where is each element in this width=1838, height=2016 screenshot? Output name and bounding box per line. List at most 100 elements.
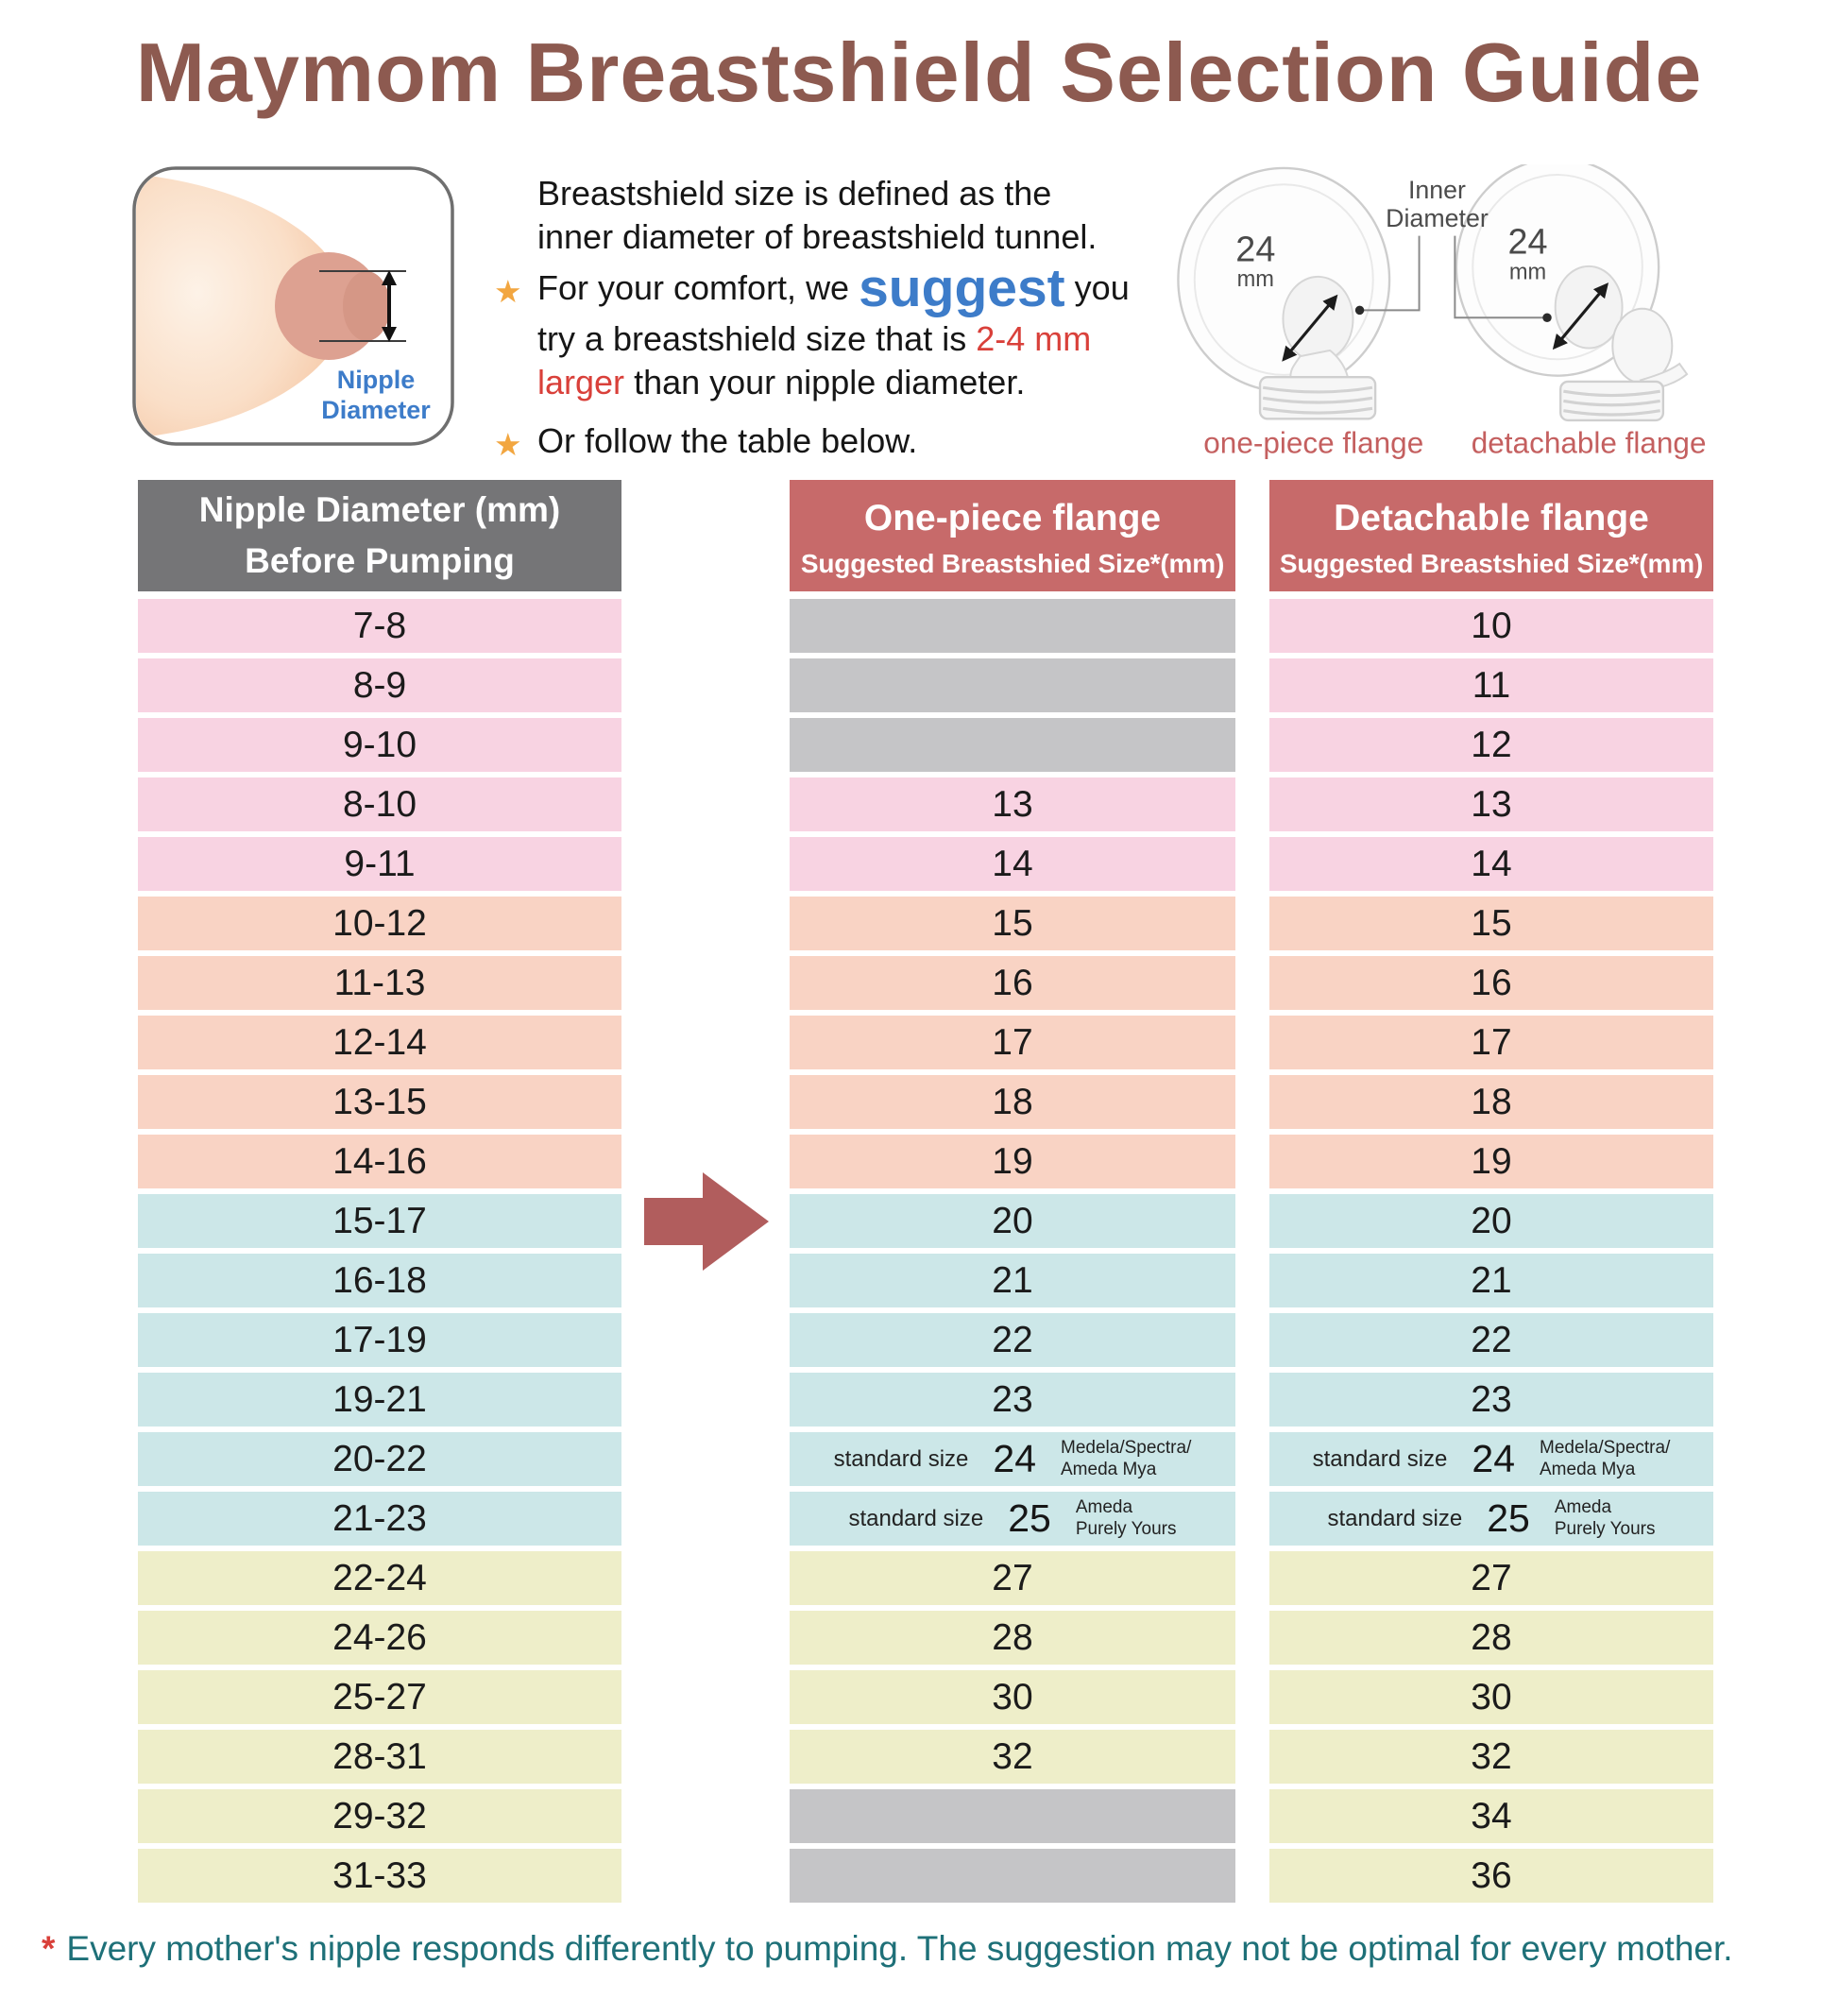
table-row: 20-22 standard size 24 Medela/Spectra/Ameda… <box>138 1432 1838 1486</box>
standard-size-label: standard size <box>1327 1505 1463 1531</box>
suggested-size-cell: 23 <box>1269 1373 1713 1427</box>
size-value: 24 <box>993 1437 1036 1480</box>
header-nipple-diameter: Nipple Diameter (mm) Before Pumping <box>138 480 621 591</box>
svg-text:Diameter: Diameter <box>1386 204 1489 232</box>
nipple-range-cell: 9-11 <box>138 837 621 891</box>
detachable-unit-label: mm <box>1509 260 1546 284</box>
nipple-measure-arrow <box>319 270 406 342</box>
intro-text: Breastshield size is defined as the inne… <box>494 172 1146 463</box>
footnote-text: Every mother's nipple responds different… <box>66 1929 1733 1968</box>
breast-illustration <box>136 174 390 438</box>
empty-cell <box>790 1849 1235 1903</box>
table-row: 14-16 19 19 <box>138 1135 1838 1188</box>
suggested-size-cell: 21 <box>1269 1254 1713 1307</box>
suggested-size-cell: 15 <box>790 897 1235 950</box>
empty-cell <box>790 718 1235 772</box>
standard-size-label: standard size <box>833 1445 969 1472</box>
suggested-size-cell: 10 <box>1269 599 1713 653</box>
suggested-size-cell: 11 <box>1269 658 1713 712</box>
suggested-size-cell: 32 <box>790 1730 1235 1784</box>
table-row: 8-10 13 13 <box>138 777 1838 831</box>
nipple-diameter-label: Nipple <box>337 366 416 394</box>
one-piece-flange-caption: one-piece flange <box>1203 426 1423 460</box>
table-row: 9-10 12 <box>138 718 1838 772</box>
brand-note: Ameda Purely Yours <box>1076 1497 1177 1541</box>
brand-line: Ameda Mya <box>1061 1459 1157 1479</box>
nipple-range-cell: 13-15 <box>138 1075 621 1129</box>
brand-line: Ameda Mya <box>1540 1459 1636 1479</box>
nipple-range-cell: 24-26 <box>138 1611 621 1665</box>
nipple-range-cell: 29-32 <box>138 1789 621 1843</box>
suggested-size-cell: 28 <box>1269 1611 1713 1665</box>
table-row: 10-12 15 15 <box>138 897 1838 950</box>
nipple-diameter-diagram: Nipple Diameter <box>132 166 454 446</box>
arrow-icon <box>644 1171 769 1271</box>
star-icon: ★ <box>494 427 522 462</box>
suggested-size-cell: 19 <box>790 1135 1235 1188</box>
empty-cell <box>790 1789 1235 1843</box>
intro-line: larger than your nipple diameter. <box>537 363 1026 401</box>
nipple-range-cell: 14-16 <box>138 1135 621 1188</box>
table-header-row: Nipple Diameter (mm) Before Pumping One-… <box>138 480 1838 591</box>
svg-text:Inner: Inner <box>1408 176 1466 204</box>
table-row: 8-9 11 <box>138 658 1838 712</box>
nipple-range-cell: 11-13 <box>138 956 621 1010</box>
one-piece-size-label: 24 <box>1235 230 1275 269</box>
suggested-size-cell: 14 <box>1269 837 1713 891</box>
nipple-range-cell: 15-17 <box>138 1194 621 1248</box>
intro-line: inner diameter of breastshield tunnel. <box>537 217 1098 256</box>
header-one-piece-flange: One-piece flange Suggested Breastshied S… <box>790 480 1235 591</box>
suggested-size-cell: standard size 25 Ameda Purely Yours <box>1269 1492 1713 1546</box>
nipple-range-cell: 28-31 <box>138 1730 621 1784</box>
nipple-range-cell: 21-23 <box>138 1492 621 1546</box>
flange-types-diagram: 24 mm 24 mm Inner Diameter <box>1177 164 1706 460</box>
size-value: 25 <box>1008 1496 1051 1540</box>
table-row: 22-24 27 27 <box>138 1551 1838 1605</box>
brand-line: Purely Yours <box>1075 1518 1177 1539</box>
table-row: 28-31 32 32 <box>138 1730 1838 1784</box>
intro-line: Breastshield size is defined as the <box>537 174 1052 213</box>
suggested-size-cell: 18 <box>1269 1075 1713 1129</box>
intro-bullet-1: ★ For your comfort, we suggest you <box>494 259 1146 317</box>
selection-table: Nipple Diameter (mm) Before Pumping One-… <box>138 480 1838 1903</box>
nipple-range-cell: 9-10 <box>138 718 621 772</box>
brand-note: Ameda Purely Yours <box>1555 1497 1656 1541</box>
suggested-size-cell: 20 <box>790 1194 1235 1248</box>
suggested-size-cell: 17 <box>790 1016 1235 1069</box>
table-row: 11-13 16 16 <box>138 956 1838 1010</box>
suggested-size-cell: standard size 24 Medela/Spectra/Ameda Mya <box>1269 1432 1713 1486</box>
nipple-range-cell: 17-19 <box>138 1313 621 1367</box>
brand-line: Medela/Spectra/ <box>1061 1437 1192 1458</box>
nipple-range-cell: 12-14 <box>138 1016 621 1069</box>
nipple-range-cell: 8-10 <box>138 777 621 831</box>
table-row: 7-8 10 <box>138 599 1838 653</box>
table-row: 12-14 17 17 <box>138 1016 1838 1069</box>
standard-size-label: standard size <box>1312 1445 1448 1472</box>
suggested-size-cell: 13 <box>790 777 1235 831</box>
standard-size-label: standard size <box>848 1505 984 1531</box>
table-row: 25-27 30 30 <box>138 1670 1838 1724</box>
footnote-asterisk: * <box>42 1929 56 1968</box>
table-row: 19-21 23 23 <box>138 1373 1838 1427</box>
brand-line: Ameda <box>1554 1496 1612 1517</box>
suggested-size-cell: 21 <box>790 1254 1235 1307</box>
nipple-range-cell: 25-27 <box>138 1670 621 1724</box>
suggested-size-cell: 19 <box>1269 1135 1713 1188</box>
suggested-size-cell: 22 <box>1269 1313 1713 1367</box>
empty-cell <box>790 658 1235 712</box>
table-row: 29-32 34 <box>138 1789 1838 1843</box>
suggested-size-cell: 14 <box>790 837 1235 891</box>
intro-section: Nipple Diameter Breastshield size is def… <box>130 164 1838 463</box>
suggested-size-cell: 16 <box>790 956 1235 1010</box>
table-row: 31-33 36 <box>138 1849 1838 1903</box>
suggested-size-cell: 27 <box>1269 1551 1713 1605</box>
suggested-size-cell: 16 <box>1269 956 1713 1010</box>
suggested-size-cell: 30 <box>790 1670 1235 1724</box>
brand-line: Purely Yours <box>1554 1518 1656 1539</box>
brand-line: Medela/Spectra/ <box>1540 1437 1671 1458</box>
brand-line: Ameda <box>1075 1496 1133 1517</box>
star-icon: ★ <box>494 274 522 309</box>
suggested-size-cell: standard size 25 Ameda Purely Yours <box>790 1492 1235 1546</box>
suggest-emphasis: suggest <box>859 258 1065 318</box>
table-row: 21-23 standard size 25 Ameda Purely Yours sta… <box>138 1492 1838 1546</box>
